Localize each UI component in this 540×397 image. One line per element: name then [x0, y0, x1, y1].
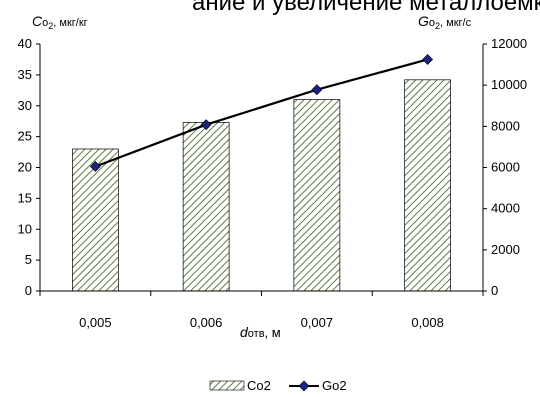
y-right-title-unit: , мкг/с — [440, 17, 472, 29]
y-left-tick-label-0: 0 — [25, 283, 32, 298]
y-left-tick-label-10: 10 — [18, 221, 32, 236]
y-left-title-unit: , мкг/кг — [53, 17, 87, 29]
bar-co2-0 — [72, 148, 119, 292]
x-title: dотв, м — [240, 324, 281, 340]
y-left-title-sub2: 2 — [48, 21, 53, 31]
x-tick-label-2: 0,007 — [301, 315, 334, 330]
y-right-title: Go2, мкг/с — [418, 13, 472, 31]
legend-co2-label: Co2 — [247, 378, 271, 393]
y-right-tick-label-4000: 4000 — [491, 201, 520, 216]
y-right-title-sub2: 2 — [435, 21, 440, 31]
legend: Co2 Go2 — [209, 378, 347, 393]
y-right-tick-label-10000: 10000 — [491, 77, 527, 92]
y-right-title-symbol: G — [418, 13, 429, 29]
bar-co2-1 — [182, 122, 230, 292]
y-left-tick-label-25: 25 — [18, 129, 32, 144]
x-title-sub: отв — [248, 328, 265, 340]
x-title-symbol: d — [240, 324, 249, 340]
y-right-tick-label-2000: 2000 — [491, 242, 520, 257]
y-left-title-symbol: C — [32, 13, 43, 29]
y-left-tick-label-30: 30 — [18, 98, 32, 113]
y-left-title-sub: o — [42, 17, 48, 29]
legend-go2-label: Go2 — [322, 378, 347, 393]
x-tick-label-1: 0,006 — [190, 315, 223, 330]
bars-layer — [72, 79, 451, 292]
header-fragment: ание и увеличение металлоемкости. — [192, 0, 540, 16]
y-left-title: Co2, мкг/кг — [32, 13, 88, 31]
legend-co2-swatch — [209, 380, 245, 391]
point-go2-1 — [200, 119, 212, 131]
y-left-tick-label-40: 40 — [18, 36, 32, 51]
ticks-layer: 0 5 10 15 20 25 30 35 40 0 2000 4000 6000 8000 10000 12… — [18, 36, 528, 330]
legend-go2-marker — [298, 380, 310, 392]
y-left-tick-label-15: 15 — [18, 190, 32, 205]
point-go2-0 — [89, 161, 101, 172]
point-go2-2 — [311, 84, 323, 96]
x-tick-label-3: 0,008 — [411, 315, 444, 330]
y-right-tick-label-0: 0 — [491, 283, 498, 298]
y-left-tick-label-20: 20 — [18, 160, 32, 175]
y-left-tick-label-5: 5 — [25, 252, 32, 267]
y-right-tick-label-12000: 12000 — [491, 36, 527, 51]
y-left-tick-label-35: 35 — [18, 67, 32, 82]
y-right-tick-label-8000: 8000 — [491, 118, 520, 133]
point-go2-3 — [422, 54, 434, 65]
y-right-tick-label-6000: 6000 — [491, 160, 520, 175]
line-layer — [89, 54, 434, 172]
x-tick-label-0: 0,005 — [79, 315, 112, 330]
bar-co2-3 — [404, 79, 451, 292]
line-go2 — [94, 58, 428, 168]
x-title-unit: , м — [265, 325, 281, 340]
bar-co2-2 — [293, 99, 341, 292]
y-right-title-sub: o — [429, 17, 435, 29]
